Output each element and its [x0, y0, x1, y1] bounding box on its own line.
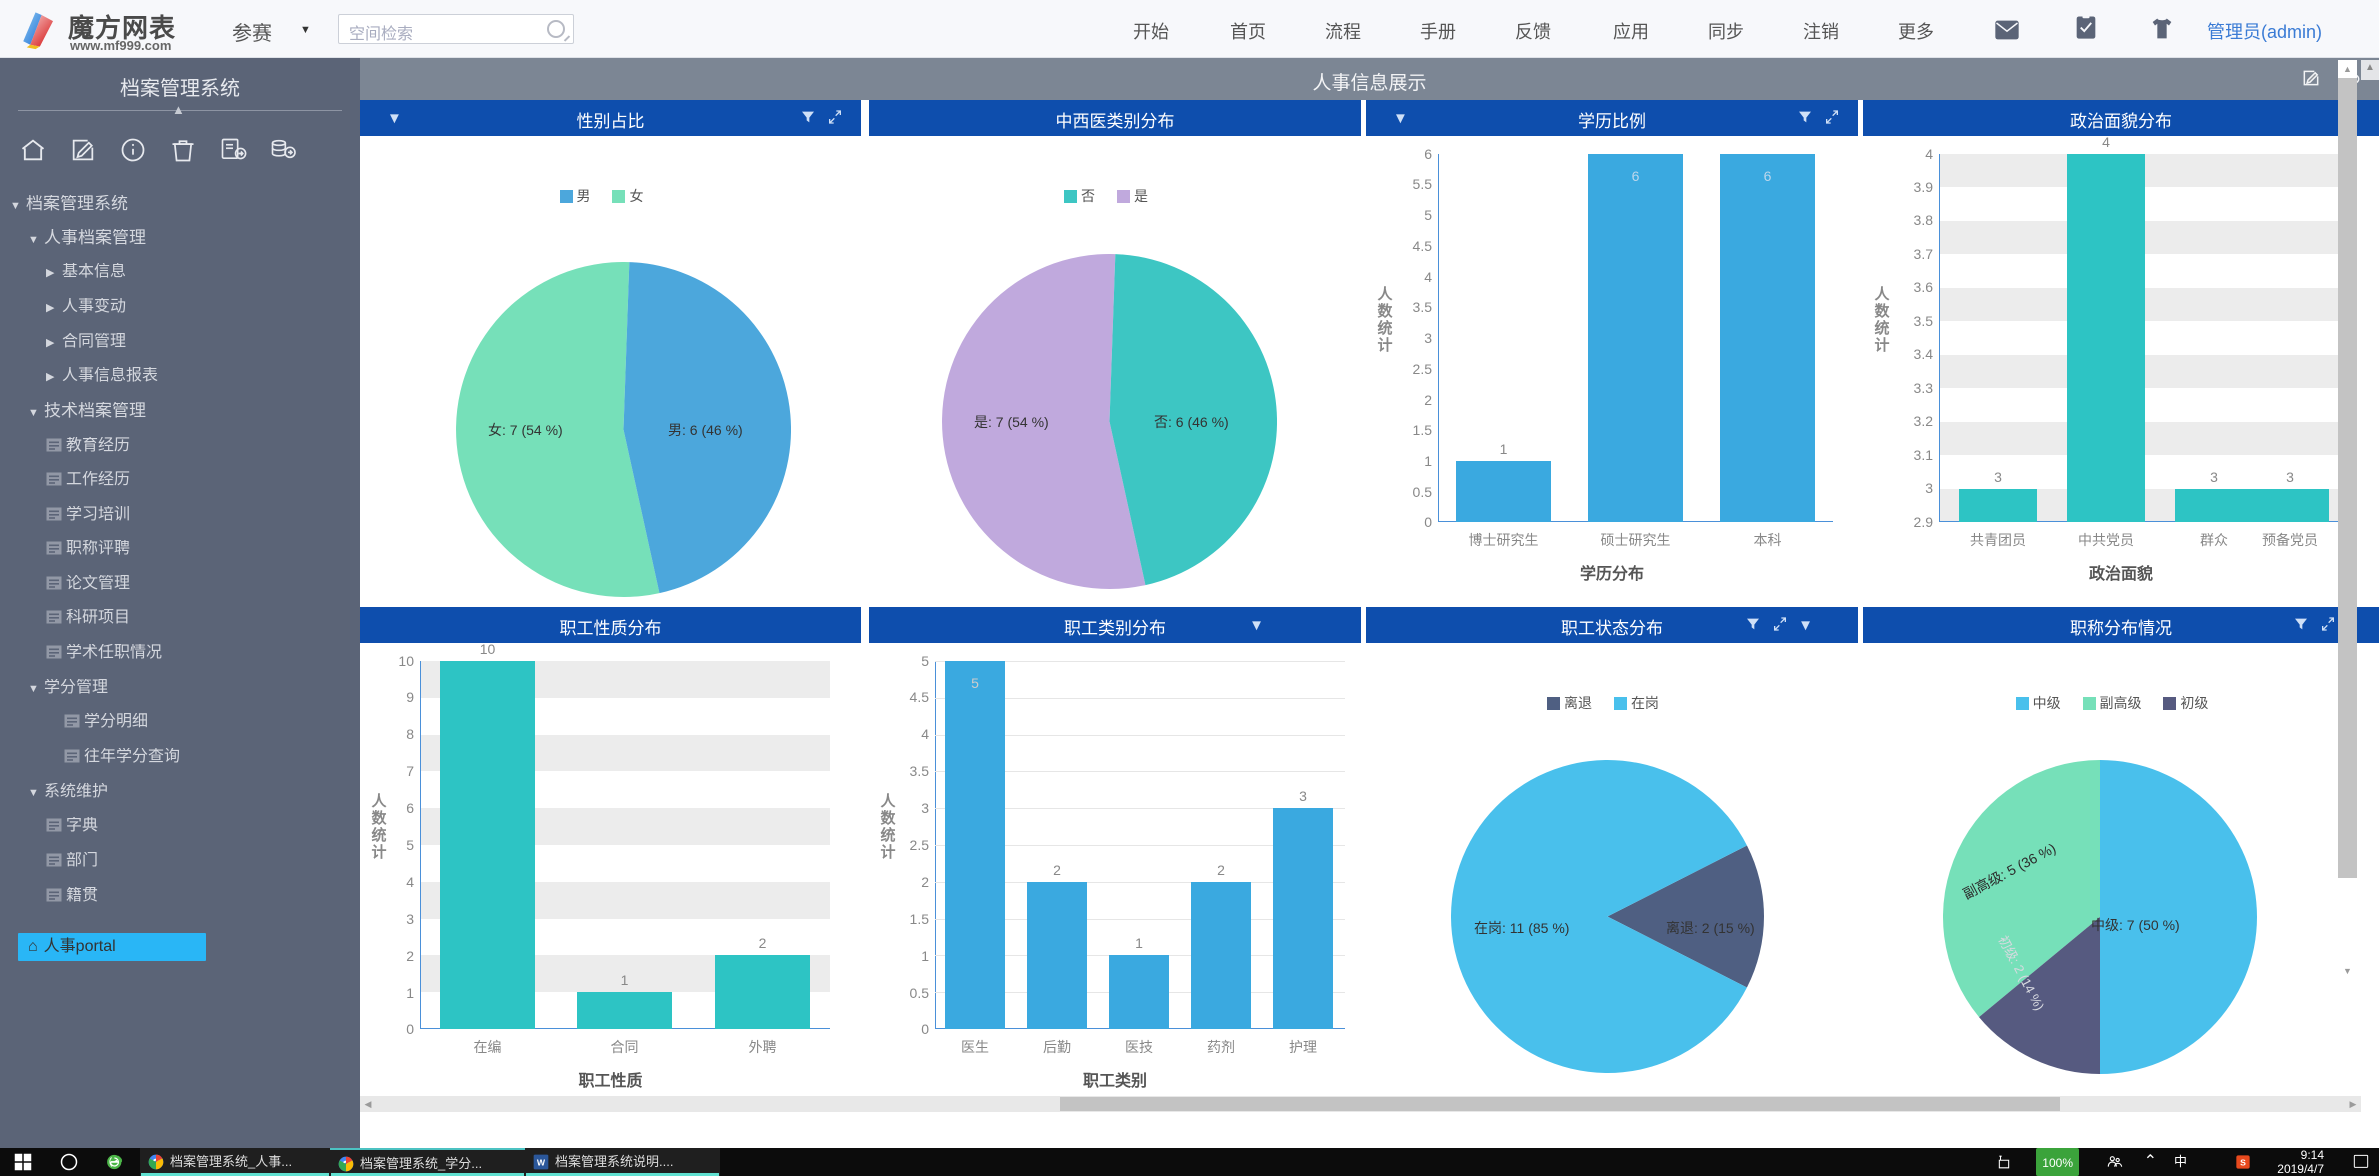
svg-text:W: W: [537, 1157, 546, 1167]
svg-text:S: S: [2240, 1157, 2246, 1167]
